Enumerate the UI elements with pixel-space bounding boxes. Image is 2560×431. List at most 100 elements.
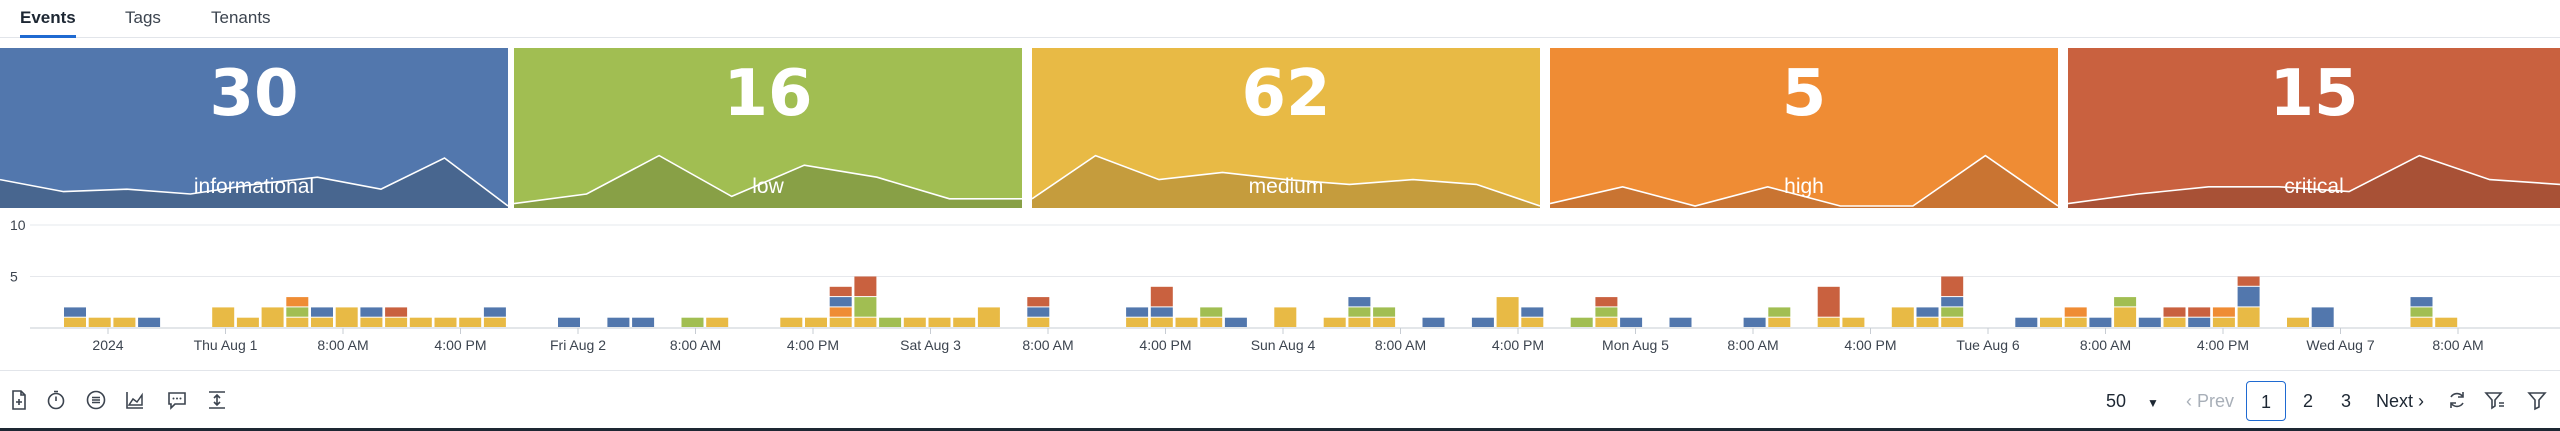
low-count: 16 — [723, 57, 813, 131]
x-tick-label: 8:00 AM — [1727, 337, 1778, 353]
bar-segment-medium — [1175, 317, 1198, 327]
informational-sparkline — [0, 157, 508, 208]
bar-segment-informational — [64, 307, 86, 317]
page-button-1[interactable]: 1 — [2246, 381, 2286, 421]
bar-segment-medium — [2114, 307, 2137, 327]
tab-tenants[interactable]: Tenants — [211, 8, 271, 27]
informational-sparkline-line — [0, 157, 508, 207]
next-page-button[interactable]: Next › — [2376, 381, 2424, 421]
page-button-2[interactable]: 2 — [2302, 391, 2313, 411]
x-tick-label: 8:00 AM — [317, 337, 368, 353]
bar-segment-medium — [1916, 317, 1939, 327]
footer-toolbar: 50 ▼ ‹ Prev 1 2 3 Next › — [0, 370, 2560, 431]
next-label: Next — [2376, 391, 2414, 411]
x-tick-label: Tue Aug 6 — [1956, 337, 2020, 353]
severity-tile-low[interactable]: 16 low — [514, 48, 1022, 208]
bar-segment-informational — [2311, 307, 2334, 327]
refresh-icon[interactable] — [2446, 389, 2468, 411]
bar-segment-informational — [1027, 307, 1050, 317]
bar-segment-high — [829, 307, 852, 317]
comment-icon[interactable] — [166, 389, 188, 411]
bar-segment-critical — [2237, 276, 2260, 286]
bar-segment-critical — [854, 276, 877, 297]
bar-segment-medium — [1595, 317, 1618, 327]
chevron-left-icon: ‹ — [2186, 391, 2192, 411]
bar-segment-informational — [1521, 307, 1544, 317]
x-tick-label: Sat Aug 3 — [900, 337, 961, 353]
bar-segment-medium — [706, 317, 729, 327]
bar-segment-informational — [1941, 297, 1964, 307]
bar-segment-medium — [2410, 317, 2433, 327]
page-button-3[interactable]: 3 — [2340, 391, 2351, 411]
high-label: high — [1784, 175, 1824, 198]
area-chart-icon[interactable] — [124, 389, 146, 411]
bar-segment-informational — [360, 307, 383, 317]
bar-segment-critical — [1027, 297, 1050, 307]
bar-segment-informational — [2138, 317, 2161, 327]
bar-segment-medium — [780, 317, 803, 327]
x-tick-label: 4:00 PM — [1844, 337, 1896, 353]
critical-label: critical — [2284, 175, 2344, 198]
page-size-value: 50 — [2106, 391, 2127, 411]
x-tick-label: Fri Aug 2 — [550, 337, 606, 353]
bar-segment-medium — [212, 307, 235, 327]
bar-segment-informational — [1348, 297, 1371, 307]
high-sparkline-area — [1550, 155, 2058, 208]
tab-events[interactable]: Events — [20, 8, 76, 38]
bar-segment-medium — [286, 317, 309, 327]
low-sparkline — [514, 154, 1022, 208]
x-tick-label: Mon Aug 5 — [1602, 337, 1669, 353]
fit-height-icon[interactable] — [206, 389, 228, 411]
low-label: low — [752, 175, 784, 198]
filter-options-icon[interactable] — [2484, 389, 2506, 411]
x-tick-label: 4:00 PM — [2197, 337, 2249, 353]
bar-segment-critical — [2188, 307, 2211, 317]
informational-count: 30 — [209, 57, 299, 131]
severity-tile-medium[interactable]: 62 medium — [1032, 48, 1540, 208]
bar-segment-critical — [2163, 307, 2186, 317]
medium-sparkline-area — [1032, 155, 1540, 208]
bar-segment-low — [1200, 307, 1223, 317]
severity-tile-informational[interactable]: 30 informational — [0, 48, 508, 208]
medium-count: 62 — [1241, 57, 1331, 131]
page-size-select[interactable]: 50 ▼ — [2106, 381, 2159, 421]
bar-segment-medium — [2212, 317, 2235, 327]
bar-segment-informational — [632, 317, 655, 327]
bar-segment-high — [2064, 307, 2087, 317]
bar-segment-medium — [1521, 317, 1544, 327]
bar-segment-medium — [113, 317, 136, 327]
tab-tags[interactable]: Tags — [125, 8, 161, 27]
new-document-icon[interactable] — [8, 389, 30, 411]
stopwatch-icon[interactable] — [45, 389, 67, 411]
medium-sparkline — [1032, 154, 1540, 208]
list-view-icon[interactable] — [85, 389, 107, 411]
bar-segment-medium — [1496, 297, 1519, 327]
bar-segment-informational — [1669, 317, 1692, 327]
prev-page-button[interactable]: ‹ Prev — [2186, 381, 2234, 421]
bar-segment-informational — [1743, 317, 1766, 327]
bar-segment-medium — [953, 317, 976, 327]
filter-icon[interactable] — [2526, 389, 2548, 411]
bar-segment-medium — [360, 317, 383, 327]
bar-segment-informational — [1422, 317, 1445, 327]
x-tick-label: Thu Aug 1 — [194, 337, 258, 353]
bar-segment-medium — [805, 317, 827, 327]
high-sparkline-line — [1550, 154, 2058, 207]
bar-segment-medium — [977, 307, 1000, 327]
bar-segment-medium — [64, 317, 86, 327]
bar-segment-medium — [903, 317, 926, 327]
x-tick-label: 8:00 AM — [1375, 337, 1426, 353]
bar-segment-medium — [1891, 307, 1914, 327]
bar-segment-medium — [1027, 317, 1050, 327]
bar-segment-critical — [385, 307, 408, 317]
x-tick-label: 4:00 PM — [1139, 337, 1191, 353]
bar-segment-medium — [2287, 317, 2309, 327]
bar-segment-low — [854, 297, 877, 317]
bar-segment-low — [681, 317, 704, 327]
x-tick-label: 8:00 AM — [1022, 337, 1073, 353]
severity-tile-critical[interactable]: 15 critical — [2068, 48, 2560, 208]
bar-segment-medium — [434, 317, 457, 327]
severity-tile-high[interactable]: 5 high — [1550, 48, 2058, 208]
bar-segment-medium — [829, 317, 852, 327]
x-tick-label: 4:00 PM — [1492, 337, 1544, 353]
